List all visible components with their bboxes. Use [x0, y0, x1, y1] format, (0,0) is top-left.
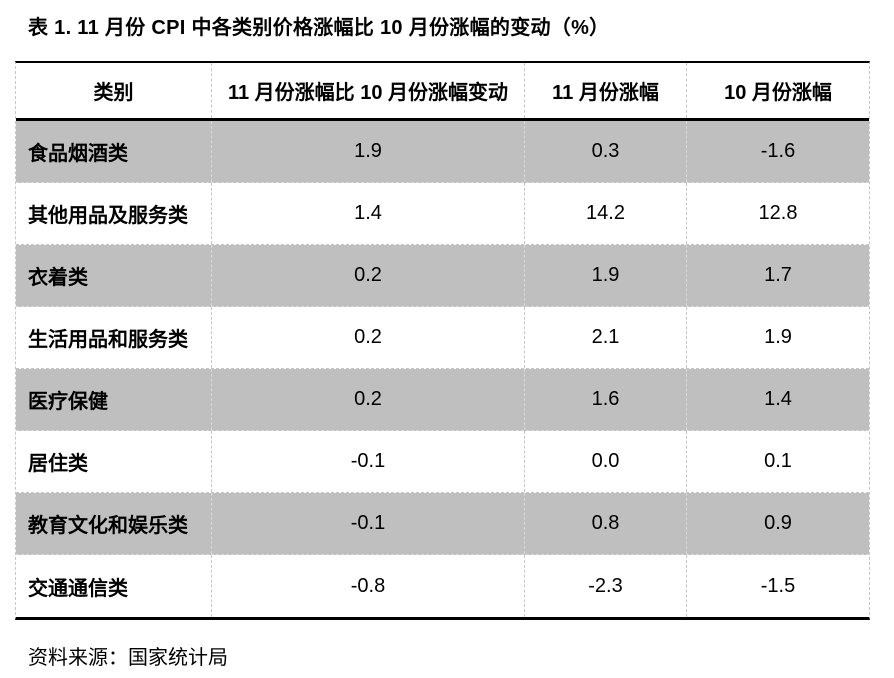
change-cell: -0.1 [212, 493, 525, 554]
oct-value-cell: 0.1 [764, 450, 792, 472]
oct-value-cell: 1.9 [764, 326, 792, 348]
table-row: 交通通信类 -0.8 -2.3 -1.5 [16, 555, 869, 617]
header-cell-category: 类别 [16, 63, 212, 118]
cpi-table: 类别 11 月份涨幅比 10 月份涨幅变动 11 月份涨幅 10 月份涨幅 食品… [15, 61, 870, 620]
table-header-row: 类别 11 月份涨幅比 10 月份涨幅变动 11 月份涨幅 10 月份涨幅 [16, 63, 869, 121]
change-cell: 0.2 [212, 245, 525, 306]
change-cell: 1.4 [212, 183, 525, 244]
change-cell: -0.8 [212, 555, 525, 617]
table-row: 医疗保健 0.2 1.6 1.4 [16, 369, 869, 431]
change-cell: 0.2 [212, 369, 525, 430]
table-row: 教育文化和娱乐类 -0.1 0.8 0.9 [16, 493, 869, 555]
category-cell: 教育文化和娱乐类 [16, 493, 212, 554]
category-cell: 医疗保健 [16, 369, 212, 430]
header-cell-nov: 11 月份涨幅 [525, 63, 687, 118]
table-row: 食品烟酒类 1.9 0.3 -1.6 [16, 121, 869, 183]
table-row: 其他用品及服务类 1.4 14.2 12.8 [16, 183, 869, 245]
page-title: 表 1. 11 月份 CPI 中各类别价格涨幅比 10 月份涨幅的变动（%） [28, 17, 610, 39]
nov-value-cell: 0.8 [525, 493, 687, 554]
category-cell: 衣着类 [16, 245, 212, 306]
category-cell: 交通通信类 [16, 555, 212, 617]
nov-value-cell: 0.3 [525, 121, 687, 182]
category-cell: 生活用品和服务类 [16, 307, 212, 368]
category-cell: 食品烟酒类 [16, 121, 212, 182]
nov-value-cell: 2.1 [525, 307, 687, 368]
category-cell: 居住类 [16, 431, 212, 492]
nov-value-cell: 1.9 [525, 245, 687, 306]
nov-value-cell: 1.6 [525, 369, 687, 430]
nov-value-cell: -2.3 [525, 555, 687, 617]
nov-value-cell: 14.2 [525, 183, 687, 244]
oct-value-cell: -1.6 [760, 140, 796, 162]
oct-value-cell: 1.7 [764, 264, 792, 286]
oct-value-cell: 0.9 [764, 512, 792, 534]
table-row: 衣着类 0.2 1.9 1.7 [16, 245, 869, 307]
oct-value-cell: -1.5 [760, 574, 796, 597]
change-cell: -0.1 [212, 431, 525, 492]
table-row: 居住类 -0.1 0.0 0.1 [16, 431, 869, 493]
header-cell-change: 11 月份涨幅比 10 月份涨幅变动 [212, 63, 525, 118]
source-note: 资料来源：国家统计局 [28, 647, 228, 669]
nov-value-cell: 0.0 [525, 431, 687, 492]
change-cell: 1.9 [212, 121, 525, 182]
oct-value-cell: 1.4 [764, 388, 792, 410]
header-cell-oct: 10 月份涨幅 [724, 82, 832, 104]
category-cell: 其他用品及服务类 [16, 183, 212, 244]
change-cell: 0.2 [212, 307, 525, 368]
oct-value-cell: 12.8 [758, 202, 798, 224]
table-row: 生活用品和服务类 0.2 2.1 1.9 [16, 307, 869, 369]
